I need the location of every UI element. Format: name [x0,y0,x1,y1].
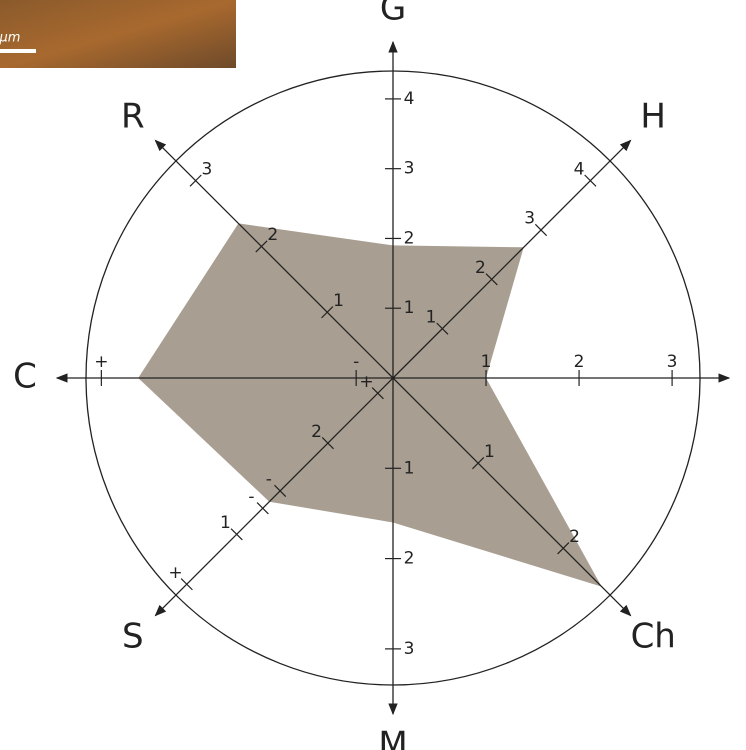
tick-label: 3 [524,209,535,229]
tick-mark [472,457,485,470]
tick-mark [371,387,384,400]
tick-label: 2 [311,422,322,442]
axis-line [392,139,632,379]
tick-label: 2 [569,527,580,547]
micrograph [0,0,236,68]
axis-label: H [640,96,666,136]
tick-label: 4 [574,159,585,179]
tick-mark [584,174,597,187]
tick-mark [180,578,193,591]
tick-label: + [359,372,373,392]
tick-mark [230,528,243,541]
axis-label: Ch [631,617,676,657]
tick-mark [256,502,269,515]
tick-label: 2 [475,258,486,278]
tick-label: 1 [404,298,415,318]
profile-polygon [138,223,602,587]
tick-mark [189,174,202,187]
tick-label: 2 [574,352,585,372]
tick-label: 3 [202,159,213,179]
tick-label: + [94,352,108,372]
tick-label: 1 [484,442,495,462]
tick-label: 1 [333,291,344,311]
tick-mark [255,240,268,253]
tick-mark [274,484,287,497]
axis-label: C [13,357,37,397]
axis-line [154,377,394,617]
tick-label: 3 [404,639,415,659]
axis-label: S [122,617,144,657]
tick-label: 2 [404,549,415,569]
axis-line [392,377,632,617]
axis-label: G [380,0,406,29]
tick-label: 1 [404,458,415,478]
tick-mark [321,306,334,319]
tick-label: 2 [404,228,415,248]
tick-label: - [353,352,359,372]
tick-label: 4 [404,89,415,109]
tick-label: + [168,563,182,583]
axis-line [154,139,394,379]
axis-label: R [121,96,145,136]
tick-mark [321,437,334,450]
tick-mark [485,273,498,286]
tick-mark [436,322,449,335]
tick-label: - [248,487,254,507]
tick-label: 1 [220,513,231,533]
tick-label: 2 [267,225,278,245]
axis-label: M [378,725,407,750]
scale-bar [0,49,36,53]
tick-mark [557,542,570,555]
tick-label: 1 [481,352,492,372]
tick-label: 3 [404,159,415,179]
tick-label: 1 [426,307,437,327]
tick-label: - [266,470,272,490]
tick-label: 3 [667,352,678,372]
tick-mark [534,223,548,237]
scale-label: μm [0,31,20,46]
